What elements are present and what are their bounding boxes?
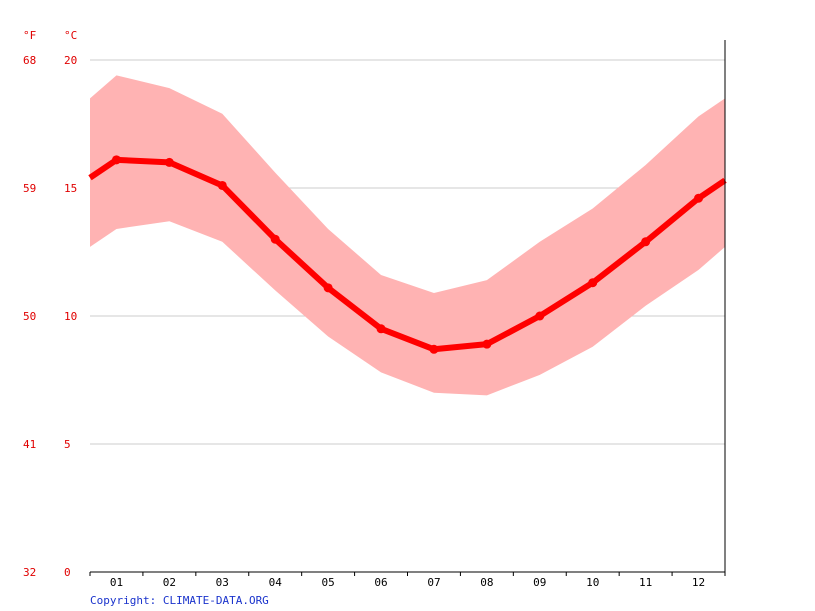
x-tick-label-month: 04 <box>269 576 283 589</box>
x-tick-label-month: 12 <box>692 576 705 589</box>
x-tick-label-month: 11 <box>639 576 652 589</box>
mean-temperature-point <box>376 324 386 334</box>
mean-temperature-point <box>482 339 492 349</box>
x-tick-label-month: 07 <box>427 576 440 589</box>
copyright-text: Copyright: CLIMATE-DATA.ORG <box>90 594 269 607</box>
x-tick-label-month: 01 <box>110 576 123 589</box>
mean-temperature-point <box>111 155 121 165</box>
y-tick-label-celsius: 5 <box>64 438 71 451</box>
y-tick-label-celsius: 15 <box>64 182 77 195</box>
axes <box>89 40 726 576</box>
mean-temperature-point <box>270 234 280 244</box>
mean-temperature-point <box>694 193 704 203</box>
y-tick-label-fahrenheit: 68 <box>23 54 36 67</box>
min-max-range-area <box>90 75 725 396</box>
y-tick-label-fahrenheit: 32 <box>23 566 36 579</box>
fahrenheit-unit-label: °F <box>23 29 36 42</box>
y-tick-label-fahrenheit: 41 <box>23 438 36 451</box>
x-tick-label-month: 10 <box>586 576 599 589</box>
mean-temperature-point <box>535 311 545 321</box>
mean-temperature-point <box>164 157 174 167</box>
mean-temperature-point <box>641 237 651 247</box>
mean-temperature-series <box>88 155 727 354</box>
x-tick-label-month: 03 <box>216 576 229 589</box>
y-tick-label-celsius: 10 <box>64 310 77 323</box>
celsius-unit-label: °C <box>64 29 77 42</box>
y-tick-label-celsius: 20 <box>64 54 77 67</box>
x-tick-label-month: 08 <box>480 576 493 589</box>
mean-temperature-point <box>429 344 439 354</box>
x-tick-label-month: 05 <box>322 576 335 589</box>
mean-temperature-point <box>217 180 227 190</box>
x-tick-label-month: 02 <box>163 576 176 589</box>
y-tick-label-celsius: 0 <box>64 566 71 579</box>
x-tick-label-month: 06 <box>374 576 387 589</box>
mean-temperature-point <box>323 283 333 293</box>
mean-temperature-line <box>88 156 727 353</box>
tick-labels: 20 68 15 59 10 50 5 41 0 32 01 02 03 04 05 06 07 08 09 10 11… <box>23 54 705 589</box>
temperature-range-band <box>90 75 725 396</box>
mean-temperature-point <box>588 278 598 288</box>
x-tick-label-month: 09 <box>533 576 546 589</box>
y-tick-label-fahrenheit: 50 <box>23 310 36 323</box>
y-tick-label-fahrenheit: 59 <box>23 182 36 195</box>
